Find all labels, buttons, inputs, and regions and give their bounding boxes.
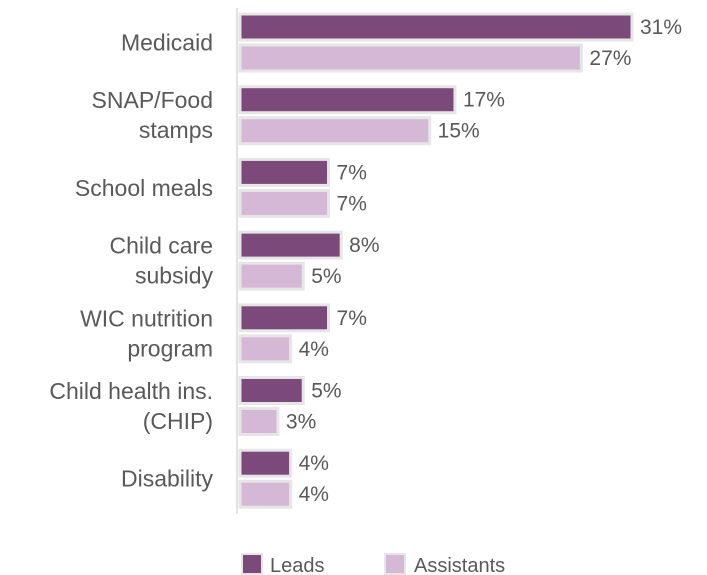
data-label: 5% [311,380,341,403]
category-label: Disability [121,466,214,492]
data-label: 31% [640,16,682,39]
bar-leads [238,303,331,333]
data-label: 7% [337,307,367,330]
bar-leads [238,157,331,187]
category-label: program [127,335,213,361]
data-label: 3% [286,411,316,434]
data-label: 5% [311,265,341,288]
data-label: 4% [299,452,329,475]
legend-swatch-assistants [384,553,406,575]
data-label: 4% [299,483,329,506]
data-label: 7% [337,192,367,215]
data-label: 27% [589,47,631,70]
category-label: Medicaid [121,30,213,56]
legend-swatch-leads [241,553,263,575]
category-label: WIC nutrition [80,305,213,331]
bar-leads [238,85,457,115]
legend-label-leads: Leads [270,555,325,575]
bar-assistants [238,334,293,364]
data-label: 17% [463,89,505,112]
data-label: 8% [349,234,379,257]
category-label: stamps [139,117,213,143]
bar-assistants [238,43,583,73]
bar-leads [238,12,634,42]
category-label: subsidy [135,263,213,289]
category-label: Child health ins. [49,378,213,404]
labels-group: Medicaid 31% 27% SNAP/Food stamps 17% 15% Schoo… [49,16,682,506]
bar-assistants [238,188,331,218]
category-label: SNAP/Food [92,87,213,113]
bars-group [238,12,634,509]
bar-assistants [238,479,293,509]
legend-label-assistants: Assistants [414,555,505,575]
bar-leads [238,376,305,405]
bar-assistants [238,407,280,436]
category-label: School meals [75,175,213,201]
data-label: 4% [299,338,329,361]
category-label: (CHIP) [143,408,213,434]
data-label: 15% [438,120,480,143]
legend: Leads Assistants [241,553,505,575]
bar-leads [238,448,293,478]
bar-leads [238,230,343,260]
data-label: 7% [337,161,367,184]
bar-assistants [238,261,305,291]
bar-assistants [238,116,432,146]
category-label: Child care [109,233,213,259]
